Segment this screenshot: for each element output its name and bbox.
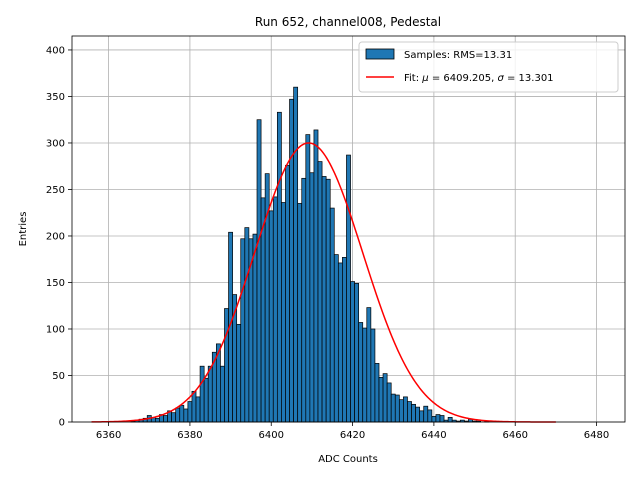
histogram-bar [195,396,201,423]
x-tick-label: 6380 [177,430,202,441]
histogram-bar [337,262,343,423]
histogram-bar [362,327,368,423]
histogram-bar [423,405,429,423]
histogram-bar [220,365,225,423]
histogram-bar [333,254,339,423]
histogram-bar [285,164,290,423]
y-tick-label: 400 [46,45,65,56]
histogram-bar [419,410,425,423]
histogram-bar [252,233,258,423]
x-axis-label: ADC Counts [318,454,378,465]
histogram-bar [309,172,315,423]
histogram-bar [187,401,193,423]
histogram-bar [236,323,242,423]
legend-fit-mu: μ [421,73,428,84]
histogram-bar [183,408,189,423]
y-tick-label: 250 [46,185,65,196]
y-axis-label: Entries [18,212,29,247]
histogram-bar [390,393,396,423]
histogram-bar [256,119,262,423]
legend-fit-sigma: σ [497,73,504,84]
histogram-bar [175,407,181,423]
histogram-bar [325,178,331,423]
histogram-bar [293,86,299,423]
x-tick-label: 6460 [502,430,527,441]
histogram-bar [224,308,229,423]
histogram-bar [354,283,360,423]
y-axis-ticks: 0 50 100 150 200 250 300 350 400 [46,45,72,429]
x-tick-label: 6420 [340,430,365,441]
legend-label-fit: Fit: μ = 6409.205, σ = 13.301 [404,73,554,84]
x-tick-label: 6360 [96,430,121,441]
y-tick-label: 150 [46,278,65,289]
legend-box [358,41,619,93]
fit-curve [91,142,556,423]
histogram-bar [342,257,347,423]
histogram-bar [411,403,416,423]
histogram-bar [301,177,307,423]
histogram-bar [207,365,213,423]
histogram-bar [305,134,311,423]
histogram-bar [431,416,437,423]
legend-fit-part: = 13.301 [504,73,554,84]
histogram-bar [272,196,278,423]
histogram-bar [317,161,323,423]
legend-label-samples: Samples: RMS=13.31 [404,50,512,61]
histogram-bar [171,412,177,423]
histogram-bar [179,404,185,423]
histogram-bar [398,399,404,423]
histogram-bar [329,207,335,423]
histogram-bar [439,415,445,423]
histogram-bar [281,202,286,423]
y-tick-label: 350 [46,92,65,103]
x-axis-ticks: 6360 6380 6400 6420 6440 6460 6480 [96,422,609,441]
legend-fit-part: = 6409.205, [429,73,498,84]
histogram-bar [155,417,160,423]
histogram-bar [191,390,197,423]
histogram-bar [244,227,250,423]
histogram-bar [163,415,168,423]
histogram-bar [321,176,327,423]
histogram-bar [297,203,303,423]
histogram-bar [366,307,372,423]
histogram-bar [378,377,384,423]
histogram-bar [386,382,392,423]
plot-area-frame [71,35,626,423]
histogram-bar [374,363,380,423]
y-tick-label: 0 [59,418,65,429]
histogram-bar [435,414,441,423]
histogram-bar [276,111,282,423]
histogram-bar [358,322,364,423]
y-tick-label: 100 [46,324,65,335]
legend-swatch-samples [365,48,395,60]
legend: Samples: RMS=13.31 Fit: μ = 6409.205, σ … [358,41,619,93]
histogram-bar [403,396,408,423]
histogram-bar [289,98,294,423]
x-tick-label: 6400 [259,430,284,441]
histogram-bar [382,373,388,423]
chart-title: Run 652, channel008, Pedestal [255,15,441,29]
histogram-bar [313,129,319,423]
legend-fit-part: Fit: [404,73,422,84]
histogram-bar [203,377,209,423]
y-tick-label: 200 [46,231,65,242]
histogram-bar [427,409,433,423]
histogram-bar [370,328,376,423]
histogram-bar [447,416,453,423]
histogram-bar [350,281,355,423]
x-tick-label: 6480 [584,430,609,441]
histogram-bar [199,365,205,423]
x-tick-label: 6440 [421,430,446,441]
histogram-bar [394,394,400,423]
histogram-bar [346,154,351,423]
histogram-bar [240,238,246,423]
histogram-bar [407,401,412,423]
histogram-bars [130,86,490,423]
y-tick-label: 300 [46,138,65,149]
y-tick-label: 50 [52,371,65,382]
histogram-bar [268,210,274,423]
histogram-bar [415,406,421,423]
